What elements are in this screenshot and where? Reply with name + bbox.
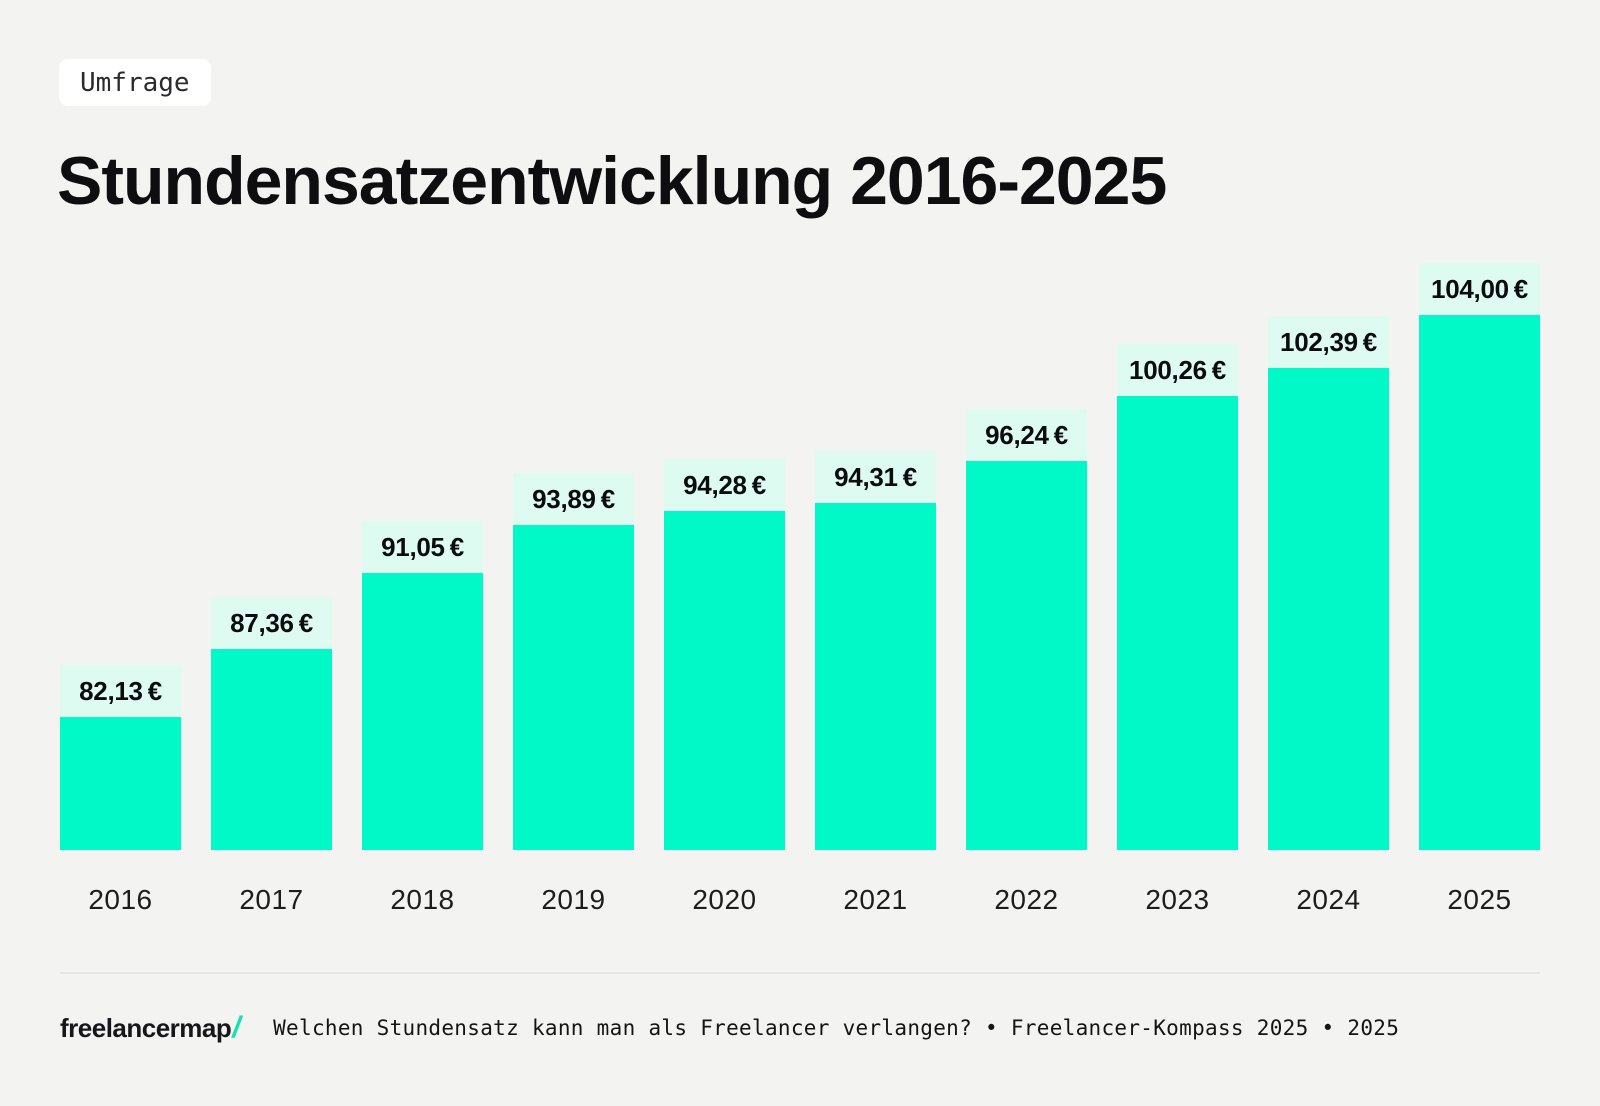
bar-group: 94,28 €2020 (664, 0, 785, 960)
bar-value-chip: 96,24 € (966, 409, 1087, 461)
bar (60, 717, 181, 850)
bar-value-chip: 104,00 € (1419, 263, 1540, 315)
bar-value-label: 96,24 (985, 419, 1049, 450)
bar-group: 102,39 €2024 (1268, 0, 1389, 960)
x-axis-label: 2024 (1296, 884, 1361, 915)
bar-group: 100,26 €2023 (1117, 0, 1238, 960)
bar-group: 87,36 €2017 (211, 0, 332, 960)
bar-group: 82,13 €2016 (60, 0, 181, 960)
x-axis-label: 2016 (88, 884, 153, 915)
bar-value-chip: 82,13 € (60, 665, 181, 717)
x-axis-label: 2020 (692, 884, 757, 915)
bar-value-label: 94,28 (683, 469, 747, 500)
bar-value-chip: 93,89 € (513, 473, 634, 525)
bar-group: 104,00 €2025 (1419, 0, 1540, 960)
bar-value-label: 100,26 (1129, 354, 1207, 385)
badge-label: Umfrage (80, 67, 190, 98)
umfrage-badge: Umfrage (59, 59, 211, 106)
bar-value-label: 93,89 (532, 483, 596, 514)
bar-value-chip: 94,31 € (815, 451, 936, 503)
bar (664, 511, 785, 850)
bar-value-chip: 94,28 € (664, 459, 785, 511)
bar (1268, 368, 1389, 850)
bar (211, 649, 332, 850)
bar-value-chip: 87,36 € (211, 597, 332, 649)
x-axis-label: 2019 (541, 884, 606, 915)
bar (362, 573, 483, 850)
bar (1117, 396, 1238, 850)
x-axis-label: 2021 (843, 884, 908, 915)
bar-group: 94,31 €2021 (815, 0, 936, 960)
bar (815, 503, 936, 850)
bar-chart: 82,13 €2016 87,36 €2017 91,05 €2018 93,89 €2019… (60, 0, 1540, 960)
euro-sign: € (1362, 326, 1377, 357)
bar (513, 525, 634, 850)
freelancermap-logo: freelancermap/ (60, 1011, 241, 1045)
bar-value-chip: 102,39 € (1268, 316, 1389, 368)
euro-sign: € (298, 607, 313, 638)
bar-group: 93,89 €2019 (513, 0, 634, 960)
logo-wordmark: freelancermap (60, 1013, 232, 1043)
x-axis-label: 2023 (1145, 884, 1210, 915)
footer: freelancermap/ Welchen Stundensatz kann … (60, 1006, 1399, 1050)
euro-sign: € (147, 675, 162, 706)
x-axis-label: 2022 (994, 884, 1059, 915)
euro-sign: € (751, 469, 766, 500)
bar-value-label: 104,00 (1431, 273, 1509, 304)
euro-sign: € (1513, 273, 1528, 304)
bar-value-label: 91,05 (381, 531, 445, 562)
euro-sign: € (1053, 419, 1068, 450)
footer-divider (60, 972, 1540, 974)
bar-value-chip: 91,05 € (362, 521, 483, 573)
footer-caption: Welchen Stundensatz kann man als Freelan… (273, 1016, 1400, 1040)
euro-sign: € (1211, 354, 1226, 385)
bar-value-label: 94,31 (834, 461, 898, 492)
bar-value-chip: 100,26 € (1117, 344, 1238, 396)
x-axis-label: 2025 (1447, 884, 1512, 915)
euro-sign: € (600, 483, 615, 514)
x-axis-label: 2018 (390, 884, 455, 915)
bar-value-label: 87,36 (230, 607, 294, 638)
x-axis-label: 2017 (239, 884, 304, 915)
bar-value-label: 82,13 (79, 675, 143, 706)
euro-sign: € (449, 531, 464, 562)
bar (1419, 315, 1540, 850)
bar-group: 96,24 €2022 (966, 0, 1087, 960)
euro-sign: € (902, 461, 917, 492)
bar-value-label: 102,39 (1280, 326, 1358, 357)
logo-slash-icon: / (232, 1011, 241, 1044)
bar (966, 461, 1087, 850)
page-title: Stundensatzentwicklung 2016-2025 (57, 143, 1167, 219)
bar-group: 91,05 €2018 (362, 0, 483, 960)
